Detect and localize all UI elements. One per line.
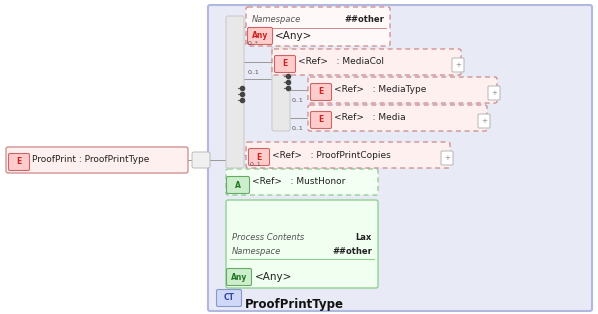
Text: ##other: ##other: [344, 14, 384, 24]
FancyBboxPatch shape: [8, 154, 29, 171]
Text: Namespace: Namespace: [252, 14, 301, 24]
Text: Process Contents: Process Contents: [232, 234, 304, 242]
FancyBboxPatch shape: [6, 147, 188, 173]
FancyBboxPatch shape: [308, 77, 497, 103]
Text: +: +: [455, 62, 461, 68]
Text: Any: Any: [252, 31, 268, 41]
Text: CT: CT: [224, 294, 234, 302]
FancyBboxPatch shape: [272, 49, 461, 75]
Text: A: A: [235, 181, 241, 190]
Text: E: E: [257, 153, 262, 161]
FancyBboxPatch shape: [478, 114, 490, 128]
Text: +: +: [444, 155, 450, 161]
FancyBboxPatch shape: [310, 84, 331, 100]
FancyBboxPatch shape: [226, 200, 378, 288]
Text: <Ref>   : ProofPrintCopies: <Ref> : ProofPrintCopies: [272, 150, 390, 160]
Text: <Any>: <Any>: [255, 272, 292, 282]
FancyBboxPatch shape: [310, 111, 331, 128]
Text: ##other: ##other: [332, 246, 372, 256]
FancyBboxPatch shape: [249, 149, 270, 165]
Text: 0..1: 0..1: [250, 162, 262, 167]
Text: +: +: [491, 90, 497, 96]
FancyBboxPatch shape: [441, 151, 453, 165]
FancyBboxPatch shape: [226, 169, 378, 195]
FancyBboxPatch shape: [208, 5, 592, 311]
Text: ProofPrint : ProofPrintType: ProofPrint : ProofPrintType: [32, 155, 150, 165]
Text: Namespace: Namespace: [232, 246, 281, 256]
FancyBboxPatch shape: [308, 105, 487, 131]
FancyBboxPatch shape: [216, 290, 242, 306]
FancyBboxPatch shape: [246, 7, 390, 46]
FancyBboxPatch shape: [488, 86, 500, 100]
FancyBboxPatch shape: [227, 268, 252, 285]
FancyBboxPatch shape: [274, 56, 295, 73]
FancyBboxPatch shape: [226, 16, 244, 168]
Text: Any: Any: [231, 273, 247, 281]
FancyBboxPatch shape: [227, 176, 249, 193]
Text: <Any>: <Any>: [275, 31, 312, 41]
Text: <Ref>   : Media: <Ref> : Media: [334, 113, 405, 122]
FancyBboxPatch shape: [452, 58, 464, 72]
Text: 0..1: 0..1: [292, 126, 304, 131]
Text: E: E: [282, 59, 288, 68]
Text: E: E: [318, 116, 324, 124]
Text: ProofPrintType: ProofPrintType: [245, 298, 344, 311]
FancyBboxPatch shape: [246, 142, 450, 168]
Text: Lax: Lax: [356, 234, 372, 242]
Text: 0..1: 0..1: [292, 98, 304, 103]
Text: 0..1: 0..1: [248, 70, 260, 75]
Text: 0..*: 0..*: [248, 41, 259, 46]
FancyBboxPatch shape: [192, 152, 210, 168]
FancyBboxPatch shape: [272, 27, 290, 131]
Text: E: E: [318, 88, 324, 96]
Text: +: +: [481, 118, 487, 124]
Text: E: E: [16, 158, 22, 166]
FancyBboxPatch shape: [248, 28, 273, 45]
Text: <Ref>   : MediaType: <Ref> : MediaType: [334, 85, 426, 95]
Text: <Ref>   : MustHonor: <Ref> : MustHonor: [252, 177, 346, 187]
Text: <Ref>   : MediaCol: <Ref> : MediaCol: [298, 57, 384, 67]
